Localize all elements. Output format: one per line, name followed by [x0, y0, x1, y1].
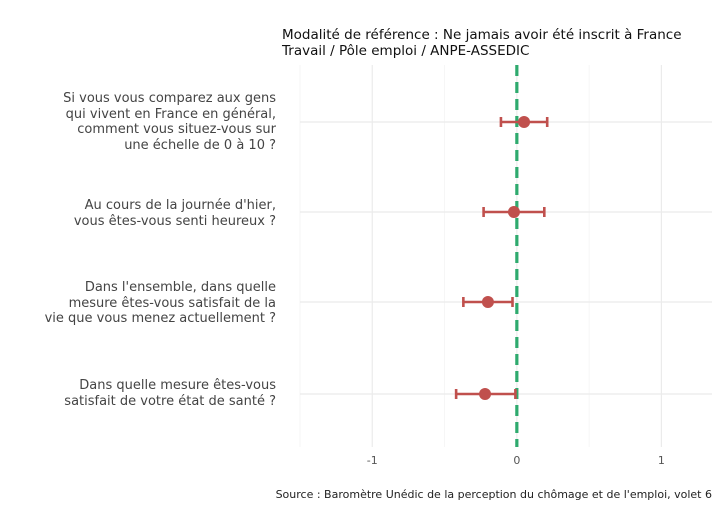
- chart-title: Modalité de référence : Ne jamais avoir …: [282, 27, 712, 59]
- estimate-point: [518, 116, 531, 128]
- y-label-item-2: Au cours de la journée d'hier, vous êtes…: [73, 198, 276, 229]
- estimate-point: [479, 388, 492, 400]
- y-label-item-4: Dans quelle mesure êtes-vous satisfait d…: [64, 378, 276, 409]
- x-tick-label: -1: [367, 454, 378, 467]
- x-tick-label: 1: [658, 454, 665, 467]
- x-tick-label: 0: [513, 454, 520, 467]
- estimate-point: [507, 206, 520, 218]
- title-line-1: Modalité de référence : Ne jamais avoir …: [282, 27, 682, 43]
- source-caption: Source : Baromètre Unédic de la percepti…: [275, 488, 712, 501]
- y-label-item-3: Dans l'ensemble, dans quelle mesure êtes…: [44, 280, 276, 326]
- estimate-point: [481, 296, 494, 308]
- y-label-item-1: Si vous vous comparez aux gens qui viven…: [63, 91, 276, 153]
- title-line-2: Travail / Pôle emploi / ANPE-ASSEDIC: [282, 43, 530, 59]
